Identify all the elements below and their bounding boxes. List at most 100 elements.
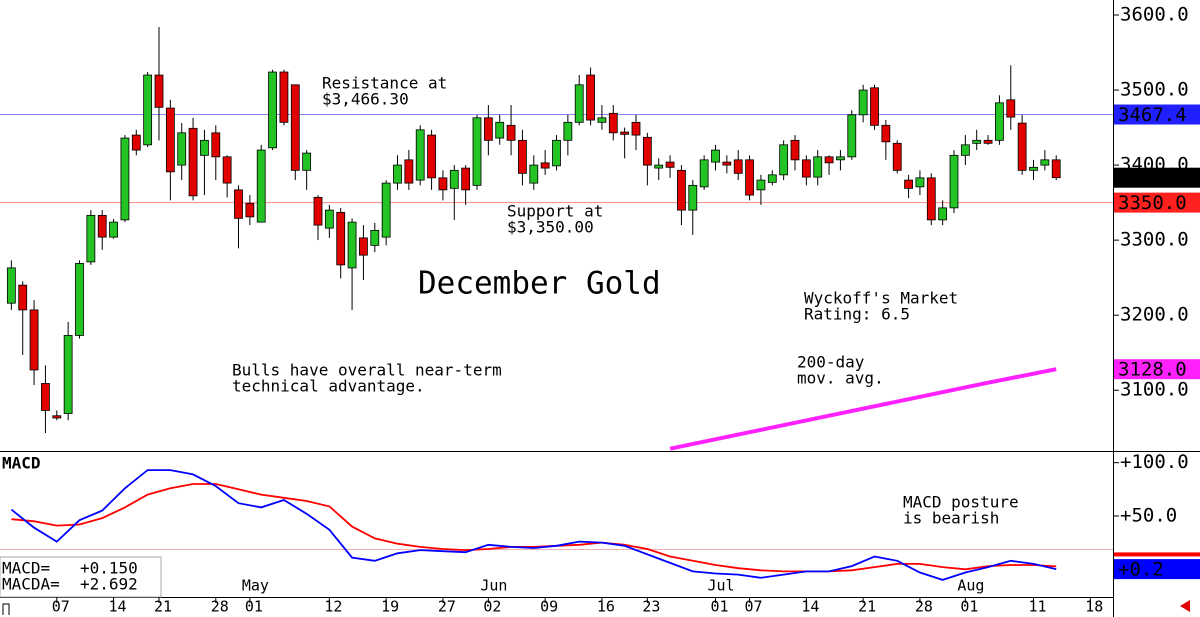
candle-body xyxy=(63,335,73,414)
x-tick-label: 01 xyxy=(245,598,263,616)
x-tick-label: 16 xyxy=(597,598,615,616)
candle-body xyxy=(302,152,312,171)
candle-body xyxy=(665,161,675,168)
candle-body xyxy=(211,132,221,158)
series-last-box xyxy=(1114,359,1200,380)
candle-body xyxy=(563,121,573,141)
candle-body xyxy=(995,102,1004,141)
candle-body xyxy=(892,142,902,171)
candle-body xyxy=(97,214,107,238)
candle-body xyxy=(1029,166,1038,171)
candle-body xyxy=(393,164,402,184)
candle-body xyxy=(177,132,187,166)
y-tick-label: +100.0 xyxy=(1120,451,1189,473)
line-series xyxy=(669,367,1057,451)
candle-body xyxy=(926,177,936,221)
candle-body xyxy=(415,129,425,181)
candle-body xyxy=(518,139,527,174)
candle-body xyxy=(597,117,607,123)
candle-body xyxy=(370,229,380,246)
x-tick-label: 14 xyxy=(801,598,819,616)
candle-body xyxy=(18,284,28,311)
scroll-arrow[interactable] xyxy=(1180,600,1190,612)
candle-body xyxy=(722,161,732,166)
corner-icon xyxy=(2,603,10,615)
candle-body xyxy=(279,71,289,123)
candle-body xyxy=(245,202,255,218)
candle-body xyxy=(449,169,459,189)
candle-body xyxy=(790,139,800,161)
candle-body xyxy=(359,237,368,256)
level-box-label: 3350.0 xyxy=(1118,192,1187,214)
x-tick-label: 19 xyxy=(381,598,399,616)
line-series xyxy=(11,483,1057,573)
candle-body xyxy=(960,144,970,156)
x-tick-label: 12 xyxy=(324,598,342,616)
annotation: MACD posture xyxy=(903,493,1019,512)
last-price-box-label: 3383.2 xyxy=(1118,167,1187,189)
candle-body xyxy=(495,121,505,139)
candle-body xyxy=(381,182,391,238)
legend-name: MACDA= xyxy=(2,575,60,594)
candle-body xyxy=(983,139,993,144)
candle-body xyxy=(552,139,561,167)
candle-body xyxy=(234,189,243,219)
candle-body xyxy=(461,167,471,191)
y-tick-label: 3600.0 xyxy=(1120,4,1189,26)
candle-body xyxy=(904,179,913,189)
level-annotation: Support at xyxy=(507,202,603,221)
series-last-box-label: 3128.0 xyxy=(1118,359,1187,381)
month-label: Aug xyxy=(957,577,984,595)
macd-legend-box xyxy=(0,556,162,598)
legend-name: MACD= xyxy=(2,559,50,578)
candle-body xyxy=(529,164,539,184)
candle-body xyxy=(847,114,857,158)
annotation: Rating: 6.5 xyxy=(804,305,910,324)
legend-value: +2.692 xyxy=(80,575,138,594)
candle-body xyxy=(1051,159,1061,179)
candle-body xyxy=(767,174,777,183)
x-tick-label: 07 xyxy=(745,598,763,616)
candle-body xyxy=(290,84,300,171)
level-annotation: $3,466.30 xyxy=(322,90,409,109)
level-box xyxy=(1114,192,1200,213)
candle-body xyxy=(506,124,516,141)
y-tick-label: 3300.0 xyxy=(1120,229,1189,251)
series-label: mov. avg. xyxy=(797,369,884,388)
candle-body xyxy=(813,156,823,178)
series-label: 200-day xyxy=(797,353,865,372)
macd-last-box-label: +0.2 xyxy=(1118,559,1164,581)
candle-body xyxy=(29,309,39,371)
candle-body xyxy=(200,139,209,156)
candle-body xyxy=(41,383,50,411)
y-tick-label: 3100.0 xyxy=(1120,379,1189,401)
panel-title: MACD xyxy=(2,454,41,473)
annotation: technical advantage. xyxy=(232,377,425,396)
candle-body xyxy=(949,154,959,209)
candle-body xyxy=(404,159,414,184)
candle-body xyxy=(711,149,720,163)
level-annotation: Resistance at xyxy=(322,74,447,93)
candle-body xyxy=(1040,159,1050,166)
candle-body xyxy=(222,156,232,184)
annotation: Wyckoff's Market xyxy=(804,289,958,308)
level-box-label: 3467.4 xyxy=(1118,104,1187,126)
candle-body xyxy=(677,169,686,211)
y-tick-label: +50.0 xyxy=(1120,504,1177,526)
candle-body xyxy=(472,117,482,186)
candle-body xyxy=(631,121,641,136)
x-tick-label: 01 xyxy=(960,598,978,616)
month-label: Jul xyxy=(708,577,735,595)
candle-body xyxy=(347,221,357,269)
x-tick-label: 21 xyxy=(154,598,172,616)
annotation: is bearish xyxy=(903,509,999,528)
candle-body xyxy=(836,156,845,161)
candle-body xyxy=(824,156,834,164)
x-tick-label: 07 xyxy=(52,598,70,616)
candle-body xyxy=(870,87,879,126)
candle-body xyxy=(540,162,550,169)
candle-body xyxy=(608,112,618,134)
x-tick-label: 09 xyxy=(540,598,558,616)
x-tick-label: 28 xyxy=(211,598,229,616)
